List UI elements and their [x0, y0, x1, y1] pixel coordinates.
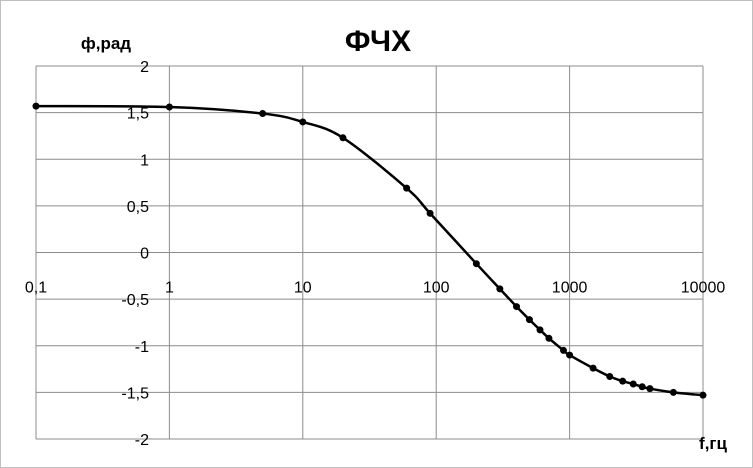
data-point: [536, 326, 544, 334]
data-point: [525, 316, 533, 324]
chart-title: ФЧХ: [345, 25, 411, 58]
y-tick-label: 0: [140, 246, 149, 263]
data-point: [559, 346, 567, 354]
data-point: [699, 391, 707, 399]
x-tick-label: 1000: [552, 280, 588, 297]
data-point: [496, 285, 504, 293]
x-tick-label: 0,1: [25, 280, 47, 297]
data-point: [426, 209, 434, 217]
data-point: [299, 118, 307, 126]
data-point: [32, 102, 40, 110]
data-point: [513, 303, 521, 311]
y-tick-label: 2: [140, 59, 149, 76]
data-point: [259, 110, 267, 118]
y-tick-label: -1,5: [121, 385, 149, 402]
x-tick-label: 1: [165, 280, 174, 297]
x-tick-label: 100: [423, 280, 450, 297]
data-point: [629, 380, 637, 388]
x-axis-title: f,гц: [699, 434, 727, 453]
data-point: [545, 334, 553, 342]
x-tick-label: 10000: [681, 280, 726, 297]
data-point: [403, 184, 411, 192]
data-point: [606, 373, 614, 381]
y-tick-label: 1,5: [127, 106, 149, 123]
y-tick-label: 0,5: [127, 199, 149, 216]
data-point: [638, 383, 646, 391]
tick-labels: 2 1,5 1 0,5 0 -0,5 -1 -1,5 -2 0,1 1 10 100 1000 10000: [25, 59, 725, 449]
y-tick-label: -1: [135, 339, 149, 356]
data-points: [32, 102, 707, 399]
y-axis-title: ф,рад: [81, 34, 131, 53]
grid: [35, 65, 704, 440]
data-point: [165, 103, 173, 111]
y-tick-label: 1: [140, 152, 149, 169]
x-tick-label: 10: [294, 280, 312, 297]
data-point: [646, 385, 654, 393]
y-tick-label: -2: [135, 432, 149, 449]
data-point: [566, 351, 574, 359]
data-point: [339, 134, 347, 142]
data-point: [669, 388, 677, 396]
data-point: [589, 364, 597, 372]
data-point: [472, 260, 480, 268]
y-tick-label: -0,5: [121, 292, 149, 309]
data-point: [619, 377, 627, 385]
